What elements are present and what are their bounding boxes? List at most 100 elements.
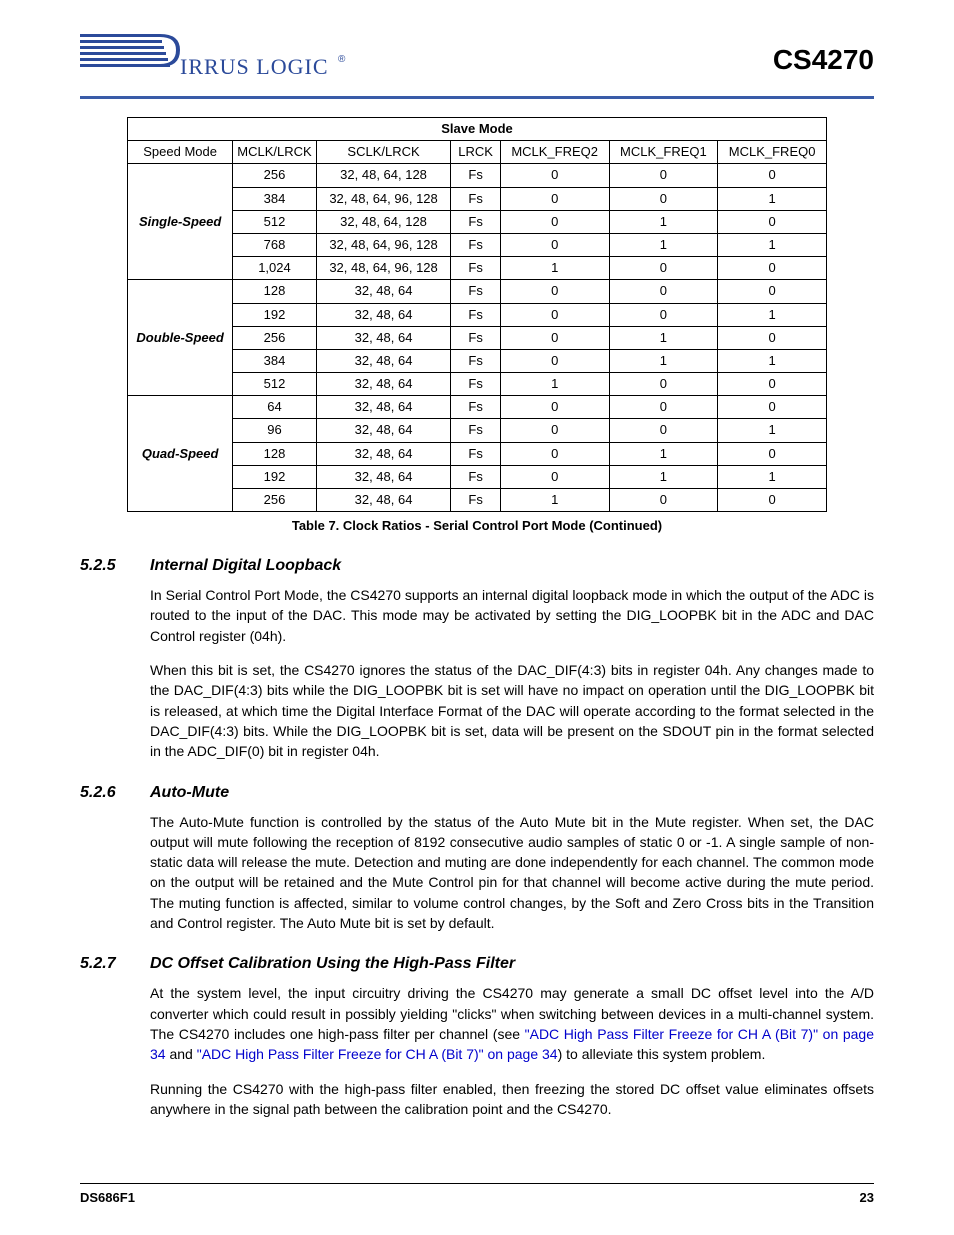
table-cell: 1 [609,465,718,488]
table-cell: 0 [500,349,609,372]
table-row: 51232, 48, 64Fs100 [128,373,827,396]
table-row: 25632, 48, 64Fs100 [128,489,827,512]
table-cell: 32, 48, 64, 128 [316,210,451,233]
table-row: 38432, 48, 64Fs011 [128,349,827,372]
speed-mode-cell: Single-Speed [128,164,233,280]
table-cell: 0 [500,210,609,233]
table-cell: 1 [609,442,718,465]
table-cell: 0 [718,396,827,419]
table-cell: 32, 48, 64, 128 [316,164,451,187]
table-cell: 0 [500,187,609,210]
table-cell: 1 [718,465,827,488]
table-cell: Fs [451,187,500,210]
table-cell: 0 [500,326,609,349]
table-cell: 1 [500,257,609,280]
table-cell: 256 [233,489,316,512]
paragraph: At the system level, the input circuitry… [150,983,874,1064]
table-cell: 0 [609,303,718,326]
table-cell: 32, 48, 64 [316,396,451,419]
table-cell: 0 [718,280,827,303]
table-cell: 1 [609,233,718,256]
table-cell: Fs [451,303,500,326]
table-cell: 32, 48, 64 [316,489,451,512]
table-cell: 32, 48, 64 [316,349,451,372]
table-cell: 32, 48, 64 [316,419,451,442]
table-cell: 0 [609,164,718,187]
cross-reference-link[interactable]: "ADC High Pass Filter Freeze for CH A (B… [197,1046,558,1062]
table-cell: 192 [233,303,316,326]
company-logo: IRRUS LOGIC ® [80,30,350,90]
table-cell: 32, 48, 64 [316,465,451,488]
table-row: 9632, 48, 64Fs001 [128,419,827,442]
table-cell: 1 [609,210,718,233]
svg-text:®: ® [338,54,346,65]
section-title: Auto-Mute [150,784,229,802]
table-cell: 32, 48, 64, 96, 128 [316,233,451,256]
section-title: DC Offset Calibration Using the High-Pas… [150,955,515,973]
table-cell: 0 [500,233,609,256]
cirrus-logo-icon: IRRUS LOGIC ® [80,30,350,90]
table-row: 51232, 48, 64, 128Fs010 [128,210,827,233]
table-cell: 0 [500,164,609,187]
section: 5.2.5Internal Digital LoopbackIn Serial … [80,557,874,761]
table-column-header: MCLK/LRCK [233,141,316,164]
table-column-header: MCLK_FREQ2 [500,141,609,164]
table-cell: 0 [718,210,827,233]
table-column-header: MCLK_FREQ0 [718,141,827,164]
table-row: Quad-Speed6432, 48, 64Fs000 [128,396,827,419]
table-cell: Fs [451,442,500,465]
table-cell: 0 [500,303,609,326]
table-cell: 0 [609,187,718,210]
table-cell: 128 [233,442,316,465]
table-cell: 32, 48, 64 [316,303,451,326]
table-cell: 384 [233,349,316,372]
section-heading: 5.2.6Auto-Mute [80,784,874,802]
table-cell: Fs [451,233,500,256]
paragraph: The Auto-Mute function is controlled by … [150,812,874,934]
table-cell: 1 [609,326,718,349]
paragraph: When this bit is set, the CS4270 ignores… [150,660,874,761]
table-cell: 32, 48, 64, 96, 128 [316,187,451,210]
table-cell: 1 [718,303,827,326]
table-row: Double-Speed12832, 48, 64Fs000 [128,280,827,303]
table-cell: 256 [233,326,316,349]
table-row: 76832, 48, 64, 96, 128Fs011 [128,233,827,256]
table-cell: 1,024 [233,257,316,280]
speed-mode-cell: Quad-Speed [128,396,233,512]
doc-id: DS686F1 [80,1190,135,1205]
table-title: Slave Mode [128,118,827,141]
table-cell: 0 [718,489,827,512]
table-cell: 0 [718,326,827,349]
table-cell: Fs [451,280,500,303]
table-cell: 32, 48, 64 [316,442,451,465]
table-cell: 128 [233,280,316,303]
table-cell: 1 [609,349,718,372]
section-title: Internal Digital Loopback [150,557,341,575]
table-cell: 0 [500,396,609,419]
table-column-header: SCLK/LRCK [316,141,451,164]
section: 5.2.6Auto-Mute The Auto-Mute function is … [80,784,874,934]
table-row: Single-Speed25632, 48, 64, 128Fs000 [128,164,827,187]
table-cell: Fs [451,489,500,512]
table-cell: 192 [233,465,316,488]
table-cell: 0 [609,396,718,419]
table-cell: 0 [718,373,827,396]
table-row: 38432, 48, 64, 96, 128Fs001 [128,187,827,210]
page-footer: DS686F1 23 [80,1183,874,1205]
table-cell: Fs [451,349,500,372]
table-row: 19232, 48, 64Fs001 [128,303,827,326]
table-cell: 0 [609,257,718,280]
table-cell: 32, 48, 64 [316,326,451,349]
table-cell: 256 [233,164,316,187]
table-cell: Fs [451,164,500,187]
table-cell: 1 [500,373,609,396]
table-cell: 768 [233,233,316,256]
table-caption: Table 7. Clock Ratios - Serial Control P… [80,518,874,533]
table-cell: 32, 48, 64 [316,280,451,303]
table-cell: 1 [718,233,827,256]
section-heading: 5.2.7DC Offset Calibration Using the Hig… [80,955,874,973]
table-cell: Fs [451,419,500,442]
table-cell: 96 [233,419,316,442]
page-header: IRRUS LOGIC ® CS4270 [80,30,874,99]
table-cell: 0 [500,465,609,488]
